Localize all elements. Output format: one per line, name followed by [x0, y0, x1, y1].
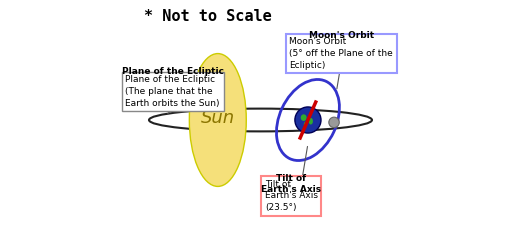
- Text: Plane of the Ecliptic
(The plane that the
Earth orbits the Sun): Plane of the Ecliptic (The plane that th…: [126, 75, 220, 108]
- Ellipse shape: [304, 122, 307, 127]
- Ellipse shape: [301, 114, 307, 121]
- Text: Moon's Orbit: Moon's Orbit: [308, 31, 374, 40]
- Circle shape: [295, 107, 321, 133]
- Text: Plane of the Ecliptic: Plane of the Ecliptic: [122, 67, 224, 76]
- Circle shape: [329, 117, 339, 128]
- Text: Sun: Sun: [201, 109, 235, 127]
- Ellipse shape: [308, 118, 313, 125]
- Text: Earth's Axis: Earth's Axis: [261, 186, 321, 194]
- Ellipse shape: [189, 54, 246, 186]
- Text: * Not to Scale: * Not to Scale: [144, 8, 272, 24]
- Text: Tilt of
Earth's Axis
(23.5°): Tilt of Earth's Axis (23.5°): [265, 180, 318, 212]
- Text: Moon's Orbit
(5° off the Plane of the
Ecliptic): Moon's Orbit (5° off the Plane of the Ec…: [289, 37, 393, 70]
- Text: Tilt of: Tilt of: [276, 174, 306, 183]
